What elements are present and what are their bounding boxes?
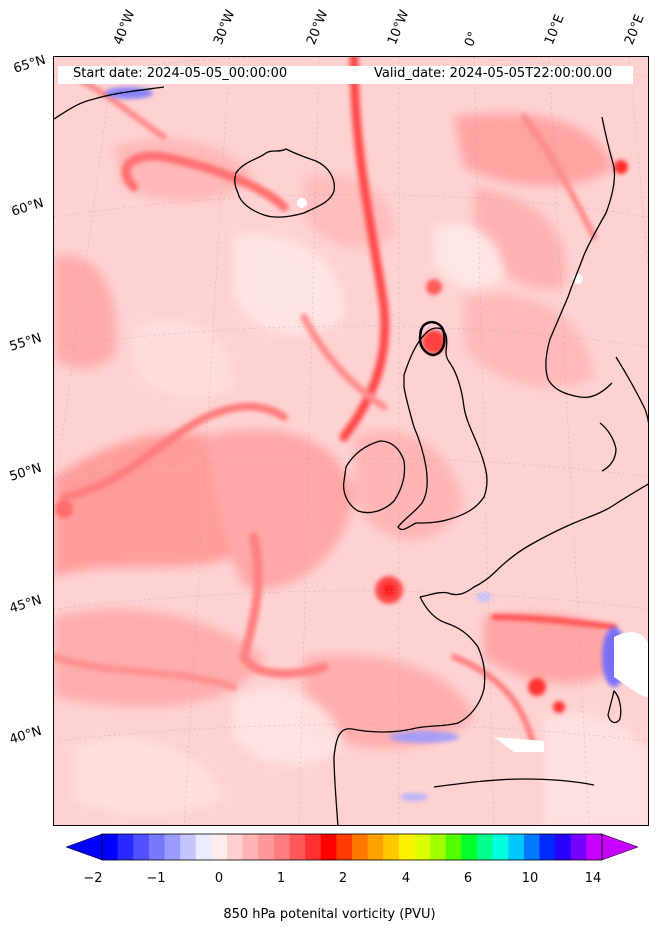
colorbar-segment — [102, 834, 119, 860]
colorbar-segment — [430, 834, 447, 860]
colorbar-segment — [523, 834, 540, 860]
vorticity-field-map — [54, 57, 648, 825]
colorbar-segment — [398, 834, 415, 860]
colorbar-segment — [117, 834, 134, 860]
colorbar-segment — [273, 834, 290, 860]
colorbar-segment — [477, 834, 494, 860]
colorbar-segment — [352, 834, 369, 860]
colorbar-segment — [242, 834, 259, 860]
colorbar-segment — [461, 834, 478, 860]
colorbar-tick-label: 10 — [521, 871, 539, 886]
colorbar-segment — [289, 834, 306, 860]
colorbar-segment — [383, 834, 400, 860]
colorbar-segments — [102, 834, 603, 860]
valid-date-label: Valid_date: 2024-05-05T22:00:00.00 — [374, 66, 613, 81]
header-bar — [58, 66, 633, 84]
colorbar-tick-label: 4 — [401, 871, 411, 886]
colorbar-segment — [305, 834, 322, 860]
colorbar-segment — [492, 834, 509, 860]
lat-label-65n: 65°N — [11, 52, 48, 77]
lon-label-40w: 40°W — [111, 8, 139, 47]
colorbar-tick-label: 14 — [584, 871, 602, 886]
lon-label-20e: 20°E — [622, 12, 648, 47]
map-panel — [53, 56, 649, 826]
colorbar-segment — [586, 834, 603, 860]
colorbar-segment — [164, 834, 181, 860]
colorbar-segment — [133, 834, 150, 860]
colorbar-segment — [148, 834, 165, 860]
colorbar-segment — [539, 834, 556, 860]
colorbar-segment — [508, 834, 525, 860]
colorbar-tick-label: 1 — [276, 871, 286, 886]
colorbar-under-arrow — [66, 833, 103, 861]
colorbar-tick-label: −1 — [146, 871, 166, 886]
lat-label-55n: 55°N — [7, 330, 44, 355]
lon-label-10e: 10°E — [542, 12, 568, 47]
colorbar — [66, 833, 638, 861]
colorbar-segment — [445, 834, 462, 860]
lat-label-60n: 60°N — [9, 195, 46, 220]
colorbar-segment — [414, 834, 431, 860]
colorbar-title: 850 hPa potenital vorticity (PVU) — [223, 907, 436, 922]
colorbar-tick-label: 2 — [338, 871, 348, 886]
lon-label-30w: 30°W — [211, 8, 239, 47]
colorbar-segment — [555, 834, 572, 860]
colorbar-segment — [367, 834, 384, 860]
colorbar-outline — [101, 833, 603, 861]
colorbar-segment — [227, 834, 244, 860]
lat-label-40n: 40°N — [7, 723, 44, 748]
colorbar-segment — [570, 834, 587, 860]
colorbar-segment — [336, 834, 353, 860]
start-date-label: Start date: 2024-05-05_00:00:00 — [73, 66, 288, 81]
colorbar-segment — [320, 834, 337, 860]
colorbar-tick-label: 6 — [463, 871, 473, 886]
colorbar-segment — [180, 834, 197, 860]
colorbar-segment — [211, 834, 228, 860]
lon-label-0: 0° — [462, 29, 482, 49]
colorbar-segment — [258, 834, 275, 860]
lon-label-20w: 20°W — [304, 8, 332, 47]
lon-label-10w: 10°W — [385, 8, 413, 47]
lat-label-50n: 50°N — [7, 460, 44, 485]
colorbar-over-arrow — [601, 833, 638, 861]
colorbar-tick-label: −2 — [83, 871, 103, 886]
lat-label-45n: 45°N — [7, 592, 44, 617]
colorbar-tick-label: 0 — [214, 871, 224, 886]
colorbar-segment — [195, 834, 212, 860]
